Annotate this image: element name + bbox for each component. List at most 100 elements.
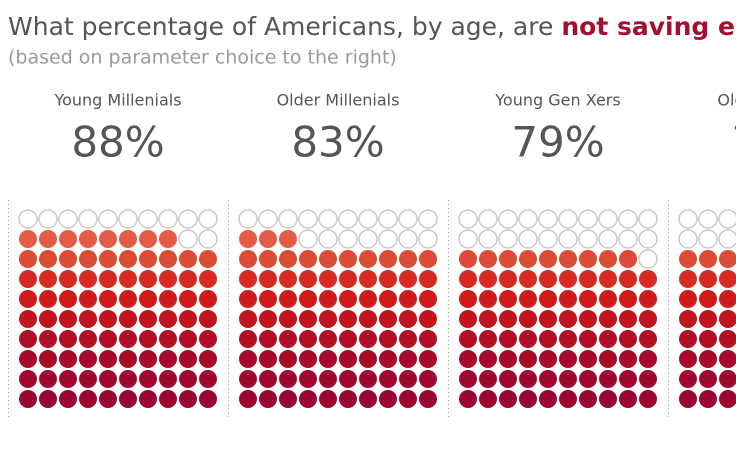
waffle-dot-filled bbox=[179, 370, 197, 388]
waffle-dot-filled bbox=[139, 290, 157, 308]
waffle-dot-filled bbox=[259, 270, 277, 288]
waffle-dot-filled bbox=[519, 250, 537, 268]
waffle-dot-filled bbox=[379, 330, 397, 348]
waffle-dot-empty bbox=[238, 209, 258, 229]
waffle-dot-filled bbox=[59, 390, 77, 408]
waffle-dot-filled bbox=[619, 370, 637, 388]
waffle-dot-filled bbox=[299, 250, 317, 268]
waffle-dot-empty bbox=[698, 229, 718, 249]
waffle-dot-filled bbox=[679, 310, 697, 328]
waffle-dot-empty bbox=[458, 209, 478, 229]
waffle-dot-empty bbox=[118, 209, 138, 229]
waffle-dot-filled bbox=[259, 230, 277, 248]
waffle-dot-filled bbox=[399, 290, 417, 308]
waffle-dot-filled bbox=[719, 370, 736, 388]
waffle-dot-filled bbox=[579, 270, 597, 288]
waffle-dot-filled bbox=[599, 270, 617, 288]
waffle-dot-filled bbox=[419, 370, 437, 388]
waffle-dot-filled bbox=[519, 270, 537, 288]
waffle-dot-empty bbox=[138, 209, 158, 229]
waffle-dot-empty bbox=[678, 209, 698, 229]
waffle-dot-filled bbox=[79, 310, 97, 328]
waffle-dot-filled bbox=[19, 390, 37, 408]
waffle-dot-filled bbox=[499, 310, 517, 328]
waffle-dot-empty bbox=[38, 209, 58, 229]
waffle-dot-filled bbox=[239, 310, 257, 328]
waffle-dot-filled bbox=[379, 390, 397, 408]
waffle-dot-filled bbox=[79, 370, 97, 388]
waffle-dot-filled bbox=[19, 330, 37, 348]
waffle-dot-filled bbox=[279, 370, 297, 388]
waffle-dot-filled bbox=[599, 370, 617, 388]
waffle-dot-filled bbox=[159, 390, 177, 408]
waffle-dot-filled bbox=[599, 350, 617, 368]
waffle-dot-empty bbox=[298, 229, 318, 249]
waffle-dot-filled bbox=[199, 290, 217, 308]
waffle-dot-filled bbox=[239, 390, 257, 408]
value-label: 88% bbox=[71, 118, 164, 167]
waffle-dot-empty bbox=[258, 209, 278, 229]
waffle-dot-filled bbox=[559, 350, 577, 368]
waffle-dot-filled bbox=[119, 390, 137, 408]
waffle-dot-filled bbox=[459, 310, 477, 328]
waffle-dot-filled bbox=[59, 330, 77, 348]
waffle-dot-filled bbox=[339, 270, 357, 288]
waffle-dot-filled bbox=[699, 310, 717, 328]
waffle-dot-filled bbox=[519, 390, 537, 408]
waffle-dot-filled bbox=[159, 370, 177, 388]
waffle-dot-filled bbox=[539, 390, 557, 408]
waffle-dot-filled bbox=[479, 350, 497, 368]
waffle-dot-filled bbox=[99, 290, 117, 308]
waffle-dot-filled bbox=[19, 350, 37, 368]
waffle-dot-filled bbox=[679, 350, 697, 368]
waffle-dot-filled bbox=[299, 290, 317, 308]
waffle-dot-filled bbox=[499, 290, 517, 308]
waffle-dot-filled bbox=[359, 310, 377, 328]
waffle-dot-filled bbox=[579, 390, 597, 408]
waffle-dot-filled bbox=[279, 310, 297, 328]
waffle-dot-filled bbox=[319, 330, 337, 348]
waffle-dot-empty bbox=[678, 229, 698, 249]
waffle-dot-filled bbox=[459, 350, 477, 368]
waffle-dot-filled bbox=[199, 250, 217, 268]
waffle-dot-filled bbox=[199, 330, 217, 348]
waffle-dot-filled bbox=[79, 270, 97, 288]
waffle-dot-filled bbox=[499, 370, 517, 388]
category-label: Young Gen Xers bbox=[494, 91, 620, 110]
waffle-dot-filled bbox=[199, 370, 217, 388]
waffle-dot-filled bbox=[419, 270, 437, 288]
waffle-dot-filled bbox=[39, 350, 57, 368]
waffle-dot-filled bbox=[139, 370, 157, 388]
waffle-dot-empty bbox=[158, 209, 178, 229]
waffle-dot-filled bbox=[619, 390, 637, 408]
waffle-dot-filled bbox=[579, 350, 597, 368]
waffle-dot-filled bbox=[639, 350, 657, 368]
waffle-dot-filled bbox=[59, 250, 77, 268]
waffle-dot-filled bbox=[619, 250, 637, 268]
waffle-dot-filled bbox=[459, 390, 477, 408]
value-label: 77% bbox=[731, 118, 736, 167]
waffle-dot-filled bbox=[279, 390, 297, 408]
waffle-dot-filled bbox=[179, 330, 197, 348]
waffle-dot-filled bbox=[399, 350, 417, 368]
waffle-dot-filled bbox=[639, 270, 657, 288]
waffle-dot-filled bbox=[539, 350, 557, 368]
waffle-dot-filled bbox=[359, 270, 377, 288]
waffle-dot-empty bbox=[418, 209, 438, 229]
waffle-dot-filled bbox=[59, 310, 77, 328]
waffle-dot-filled bbox=[119, 310, 137, 328]
waffle-dot-filled bbox=[359, 290, 377, 308]
waffle-dot-filled bbox=[719, 310, 736, 328]
waffle-dot-filled bbox=[379, 250, 397, 268]
waffle-dot-filled bbox=[59, 270, 77, 288]
waffle-dot-filled bbox=[499, 330, 517, 348]
waffle-dot-filled bbox=[679, 250, 697, 268]
waffle-dot-empty bbox=[18, 209, 38, 229]
waffle-dot-filled bbox=[79, 350, 97, 368]
waffle-dot-empty bbox=[618, 209, 638, 229]
waffle-dot-filled bbox=[39, 390, 57, 408]
waffle-dot-filled bbox=[279, 250, 297, 268]
waffle-dot-filled bbox=[459, 250, 477, 268]
waffle-dot-filled bbox=[379, 350, 397, 368]
